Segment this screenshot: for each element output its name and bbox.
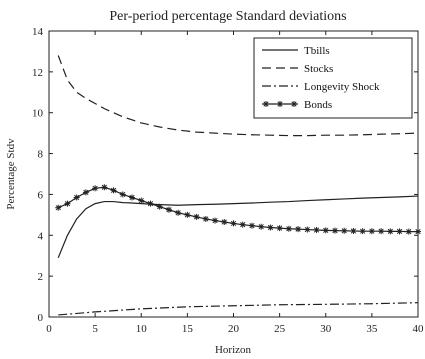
data-point-bonds bbox=[73, 194, 80, 201]
data-point-bonds bbox=[331, 227, 338, 234]
data-point-bonds bbox=[387, 228, 394, 235]
x-tick-label: 10 bbox=[136, 323, 148, 335]
legend-item-stocks: Stocks bbox=[262, 63, 333, 75]
x-axis-label: Horizon bbox=[215, 344, 252, 356]
data-point-bonds bbox=[267, 224, 274, 231]
legend-label-tbills: Tbills bbox=[304, 45, 330, 57]
data-point-bonds bbox=[202, 215, 209, 222]
series-line-bonds bbox=[57, 186, 418, 233]
legend-label-bonds: Bonds bbox=[304, 99, 332, 111]
data-point-bonds bbox=[92, 185, 99, 192]
chart-title: Per-period percentage Standard deviation… bbox=[109, 9, 346, 24]
y-tick-label: 10 bbox=[32, 108, 44, 120]
legend-label-stocks: Stocks bbox=[304, 63, 333, 75]
data-point-bonds bbox=[415, 228, 421, 235]
series-stocks bbox=[57, 55, 419, 137]
data-point-bonds bbox=[175, 209, 182, 216]
data-point-bonds bbox=[119, 191, 126, 198]
legend-item-longevity-shock: Longevity Shock bbox=[262, 81, 380, 93]
legend-marker-bonds bbox=[291, 101, 297, 107]
y-tick-label: 2 bbox=[38, 271, 44, 283]
y-tick-label: 4 bbox=[38, 230, 44, 242]
data-point-bonds bbox=[193, 213, 200, 220]
data-point-bonds bbox=[221, 219, 228, 226]
data-point-bonds bbox=[313, 226, 320, 233]
data-point-bonds bbox=[184, 211, 191, 218]
legend-label-longevity-shock: Longevity Shock bbox=[304, 81, 380, 93]
legend-item-bonds: Bonds bbox=[262, 99, 332, 111]
legend-marker-bonds bbox=[277, 101, 283, 107]
data-point-bonds bbox=[341, 227, 348, 234]
data-point-bonds bbox=[64, 200, 71, 207]
y-tick-label: 14 bbox=[32, 26, 44, 38]
series-bonds bbox=[55, 184, 421, 235]
data-point-bonds bbox=[285, 225, 292, 232]
data-point-bonds bbox=[82, 189, 89, 196]
data-point-bonds bbox=[239, 221, 246, 228]
legend-marker-bonds bbox=[263, 101, 269, 107]
data-point-bonds bbox=[258, 223, 265, 230]
series-line-tbills bbox=[57, 195, 419, 258]
data-point-bonds bbox=[248, 222, 255, 229]
data-point-bonds bbox=[55, 204, 62, 211]
data-point-bonds bbox=[378, 228, 385, 235]
y-tick-label: 8 bbox=[38, 149, 44, 161]
legend-items: Tbills Stocks Longevity Shock Bonds bbox=[262, 45, 380, 111]
series-line-longevity-shock bbox=[58, 302, 419, 316]
legend: Tbills Stocks Longevity Shock Bonds bbox=[253, 37, 413, 119]
legend-item-tbills: Tbills bbox=[262, 45, 330, 57]
data-point-bonds bbox=[322, 227, 329, 234]
data-point-bonds bbox=[295, 226, 302, 233]
data-point-bonds bbox=[101, 184, 108, 191]
axis-ticks: 0 5 10 15 20 25 30 35 40 0 2 4 6 8 10 12 14 bbox=[32, 26, 424, 335]
data-point-bonds bbox=[350, 227, 357, 234]
data-point-bonds bbox=[276, 225, 283, 232]
data-point-bonds bbox=[212, 217, 219, 224]
data-point-bonds bbox=[165, 206, 172, 213]
data-point-bonds bbox=[110, 187, 117, 194]
series-line-stocks bbox=[57, 55, 419, 137]
x-tick-label: 15 bbox=[182, 323, 194, 335]
x-tick-label: 25 bbox=[274, 323, 286, 335]
data-point-bonds bbox=[138, 197, 145, 204]
x-tick-label: 20 bbox=[228, 323, 240, 335]
data-point-bonds bbox=[396, 228, 403, 235]
y-axis-label: Percentage Stdv bbox=[5, 138, 17, 210]
data-point-bonds bbox=[129, 194, 136, 201]
x-tick-label: 0 bbox=[46, 323, 52, 335]
x-tick-label: 40 bbox=[413, 323, 425, 335]
series-layer bbox=[55, 55, 421, 316]
x-tick-label: 5 bbox=[92, 323, 98, 335]
series-longevity-shock bbox=[58, 302, 419, 316]
data-point-bonds bbox=[368, 228, 375, 235]
data-point-bonds bbox=[304, 226, 311, 233]
data-point-bonds bbox=[230, 220, 237, 227]
x-tick-label: 35 bbox=[366, 323, 378, 335]
data-point-bonds bbox=[156, 203, 163, 210]
data-point-bonds bbox=[359, 228, 366, 235]
y-tick-label: 6 bbox=[38, 189, 44, 201]
x-tick-label: 30 bbox=[320, 323, 332, 335]
series-tbills bbox=[57, 195, 419, 258]
y-tick-label: 0 bbox=[38, 312, 44, 324]
data-point-bonds bbox=[405, 228, 412, 235]
data-point-bonds bbox=[147, 200, 154, 207]
y-tick-label: 12 bbox=[32, 67, 43, 79]
